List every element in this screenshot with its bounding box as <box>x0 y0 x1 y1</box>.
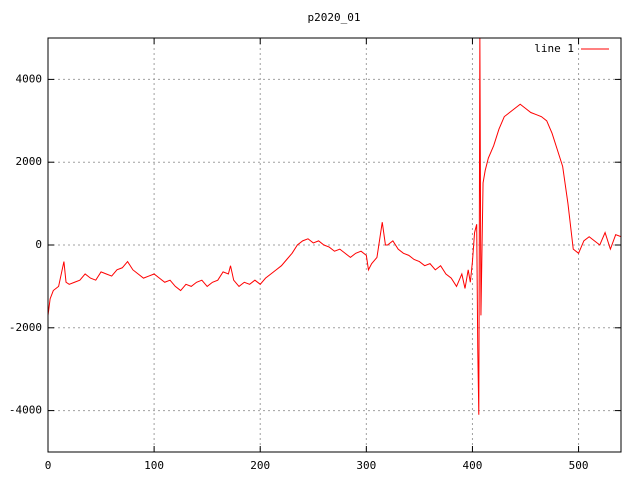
plot-layer <box>47 38 621 452</box>
x-tick-label: 400 <box>463 459 483 472</box>
x-tick-label: 0 <box>45 459 52 472</box>
y-tick-label: 0 <box>35 238 42 251</box>
x-tick-label: 200 <box>250 459 270 472</box>
x-tick-label: 500 <box>569 459 589 472</box>
y-tick-label: -2000 <box>9 321 42 334</box>
x-tick-label: 100 <box>144 459 164 472</box>
legend-label: line 1 <box>534 42 574 55</box>
x-tick-label: 300 <box>356 459 376 472</box>
y-tick-label: -4000 <box>9 404 42 417</box>
y-tick-label: 2000 <box>16 155 43 168</box>
series-line <box>48 38 621 415</box>
y-tick-label: 4000 <box>16 72 43 85</box>
chart-title: p2020_01 <box>308 11 361 24</box>
